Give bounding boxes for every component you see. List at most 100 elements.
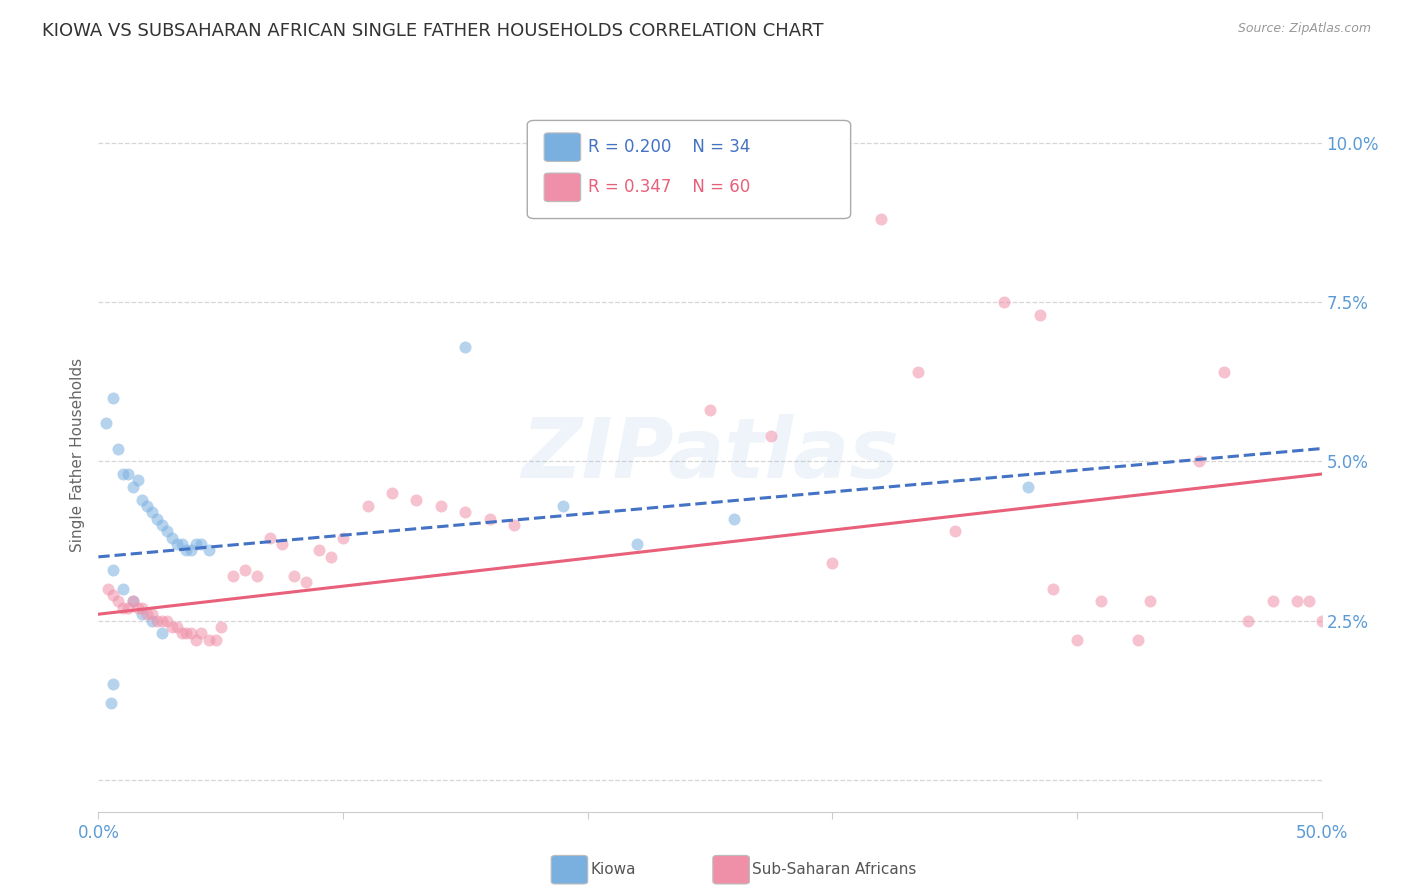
Point [259,531,281,545]
Point [699,403,721,417]
Point [308,543,330,558]
Point [907,365,929,379]
Point [111,600,134,615]
Point [1042,582,1064,596]
Point [190,537,212,551]
Point [127,474,149,488]
Point [503,518,526,533]
Point [94,416,117,430]
Point [405,492,427,507]
Point [101,677,124,691]
Point [761,429,783,443]
Point [117,600,139,615]
Text: Kiowa: Kiowa [591,863,636,877]
Point [136,499,159,513]
Point [111,582,134,596]
Point [156,524,179,539]
Point [150,518,173,533]
Text: Sub-Saharan Africans: Sub-Saharan Africans [752,863,917,877]
Point [319,549,342,564]
Point [1298,594,1320,608]
Point [1090,594,1112,608]
Point [1237,614,1260,628]
Point [166,620,188,634]
Point [283,569,305,583]
Point [121,594,143,608]
Point [150,614,173,628]
Point [1212,365,1234,379]
Point [1066,632,1088,647]
Point [1310,614,1333,628]
Point [1261,594,1284,608]
Text: R = 0.347    N = 60: R = 0.347 N = 60 [588,178,749,196]
Point [870,212,893,227]
Point [180,543,202,558]
Point [943,524,966,539]
Point [454,505,477,519]
Point [723,511,745,525]
Text: Source: ZipAtlas.com: Source: ZipAtlas.com [1237,22,1371,36]
Point [381,486,404,500]
Point [454,340,477,354]
Point [141,505,163,519]
Point [246,569,269,583]
Point [111,467,134,481]
Point [156,614,179,628]
Point [356,499,378,513]
Point [626,537,648,551]
Point [141,607,163,622]
Point [160,620,183,634]
Point [107,442,129,456]
Point [160,531,183,545]
Point [222,569,245,583]
Point [117,467,139,481]
Point [1286,594,1309,608]
Point [170,626,193,640]
Point [430,499,453,513]
Point [141,614,163,628]
Point [121,480,143,494]
Point [1139,594,1161,608]
Point [270,537,294,551]
Point [131,607,153,622]
Point [1029,308,1052,322]
Point [197,632,219,647]
Point [180,626,202,640]
Point [136,607,159,622]
Point [295,575,318,590]
Point [97,582,120,596]
Point [993,295,1015,310]
Y-axis label: Single Father Households: Single Father Households [70,358,86,552]
Point [1017,480,1039,494]
Point [101,563,124,577]
Point [332,531,354,545]
Point [186,537,208,551]
Point [166,537,188,551]
Point [186,632,208,647]
Point [100,697,122,711]
Point [131,600,153,615]
Text: ZIPatlas: ZIPatlas [522,415,898,495]
Point [209,620,232,634]
Point [131,492,153,507]
Point [146,614,169,628]
Text: R = 0.200    N = 34: R = 0.200 N = 34 [588,138,749,156]
Point [205,632,228,647]
Point [170,537,193,551]
Point [101,391,124,405]
Text: KIOWA VS SUBSAHARAN AFRICAN SINGLE FATHER HOUSEHOLDS CORRELATION CHART: KIOWA VS SUBSAHARAN AFRICAN SINGLE FATHE… [42,22,824,40]
Point [121,594,143,608]
Point [127,600,149,615]
Point [1188,454,1211,468]
Point [478,511,501,525]
Point [233,563,256,577]
Point [150,626,173,640]
Point [176,626,198,640]
Point [190,626,212,640]
Point [107,594,129,608]
Point [553,499,575,513]
Point [101,588,124,602]
Point [821,556,844,570]
Point [1128,632,1150,647]
Point [146,511,169,525]
